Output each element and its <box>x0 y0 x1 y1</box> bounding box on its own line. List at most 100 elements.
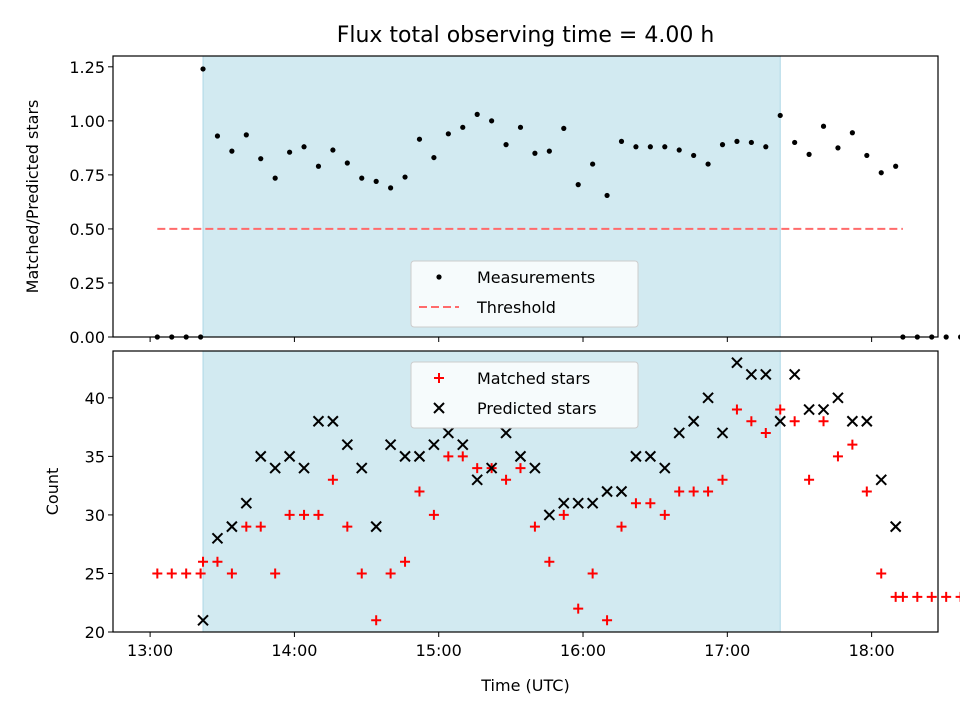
measurement-point <box>662 144 668 150</box>
measurement-point <box>272 175 278 181</box>
measurement-point <box>748 139 754 146</box>
matched-star-point <box>659 509 670 520</box>
x-tick-label: 13:00 <box>127 641 173 660</box>
predicted-star-point <box>197 614 209 626</box>
measurement-point <box>489 118 495 124</box>
matched-star-point <box>181 568 192 579</box>
y-tick-label: 20 <box>85 623 105 642</box>
matched-star-point <box>443 451 454 462</box>
matched-star-point <box>198 556 209 567</box>
y-tick-label: 30 <box>85 506 105 525</box>
matched-star-point <box>674 486 685 497</box>
matched-star-point <box>472 463 483 474</box>
matched-star-point <box>955 591 960 602</box>
matched-star-point <box>558 509 569 520</box>
matched-star-point <box>529 521 540 532</box>
measurement-point <box>820 123 827 129</box>
y-axis-label: Count <box>43 468 62 516</box>
measurement-point <box>532 150 538 156</box>
predicted-star-point <box>630 450 642 463</box>
matched-star-point <box>166 568 177 579</box>
predicted-star-point <box>731 357 743 369</box>
predicted-star-point <box>341 438 354 451</box>
matched-star-point <box>587 568 598 579</box>
predicted-star-point <box>240 497 253 509</box>
matched-star-point <box>400 556 411 567</box>
measurement-point <box>893 163 899 169</box>
matched-star-point <box>876 568 887 579</box>
predicted-star-point <box>832 392 844 404</box>
y-tick-label: 0.50 <box>69 220 105 239</box>
measurement-point <box>618 138 625 144</box>
chart-title: Flux total observing time = 4.00 h <box>337 23 715 48</box>
measurement-point <box>604 192 610 199</box>
predicted-star-point <box>356 462 368 474</box>
matched-star-point <box>616 521 627 532</box>
predicted-star-point <box>716 427 729 439</box>
predicted-star-point <box>687 415 700 427</box>
legend-box <box>410 260 639 328</box>
predicted-star-point <box>269 462 281 474</box>
predicted-star-point <box>370 520 382 533</box>
predicted-star-point <box>457 438 469 451</box>
matched-star-point <box>327 474 338 485</box>
matched-star-point <box>941 591 952 602</box>
measurement-point <box>806 151 812 157</box>
y-tick-label: 40 <box>85 389 105 408</box>
x-tick-label: 16:00 <box>560 641 606 660</box>
legend-label: Predicted stars <box>477 399 597 418</box>
predicted-star-point <box>485 462 498 474</box>
predicted-star-point <box>543 509 556 521</box>
predicted-star-point <box>659 462 671 474</box>
matched-star-point <box>299 509 310 520</box>
measurement-point <box>301 144 307 150</box>
measurement-point <box>517 124 524 130</box>
measurement-point <box>344 160 350 166</box>
predicted-star-point <box>889 520 902 533</box>
top-legend: Measurements Threshold <box>410 260 639 328</box>
measurement-point <box>258 156 264 162</box>
predicted-star-point <box>500 427 512 439</box>
matched-star-point <box>602 615 613 626</box>
matched-star-point <box>152 568 163 579</box>
y-tick-label: 1.00 <box>69 112 105 131</box>
measurement-point <box>864 152 870 159</box>
measurement-point <box>676 147 682 153</box>
measurement-point <box>590 161 596 167</box>
measurement-point <box>359 175 365 181</box>
matched-star-point <box>270 568 281 579</box>
predicted-star-point <box>846 415 859 427</box>
predicted-star-point <box>861 415 873 427</box>
predicted-star-point <box>601 485 613 498</box>
y-tick-label: 35 <box>85 447 105 466</box>
legend-label: Threshold <box>476 298 556 317</box>
measurement-point <box>214 133 221 139</box>
predicted-star-point <box>875 474 887 486</box>
matched-star-point <box>804 474 815 485</box>
matched-star-point <box>912 591 923 602</box>
matched-star-point <box>818 416 829 427</box>
measurement-point <box>373 178 379 184</box>
measurement-point <box>719 142 726 148</box>
predicted-star-point <box>399 450 411 463</box>
top-axes-frame <box>112 55 939 338</box>
predicted-star-point <box>774 415 786 427</box>
measurement-point <box>647 144 653 150</box>
matched-star-point <box>789 416 800 427</box>
matched-star-point <box>226 568 237 579</box>
matched-star-point <box>195 568 206 579</box>
matched-star-point <box>414 486 425 497</box>
measurement-point <box>503 142 509 148</box>
predicted-star-point <box>788 368 801 381</box>
measurement-point <box>763 144 769 150</box>
legend-marker-matched <box>434 373 444 383</box>
predicted-star-point <box>327 415 339 427</box>
predicted-star-point <box>428 438 440 451</box>
matched-star-point <box>775 404 786 415</box>
matched-star-point <box>731 404 742 415</box>
predicted-star-point <box>817 403 830 416</box>
matched-star-point <box>832 451 843 462</box>
x-tick-label: 18:00 <box>849 641 895 660</box>
matched-star-point <box>284 509 295 520</box>
